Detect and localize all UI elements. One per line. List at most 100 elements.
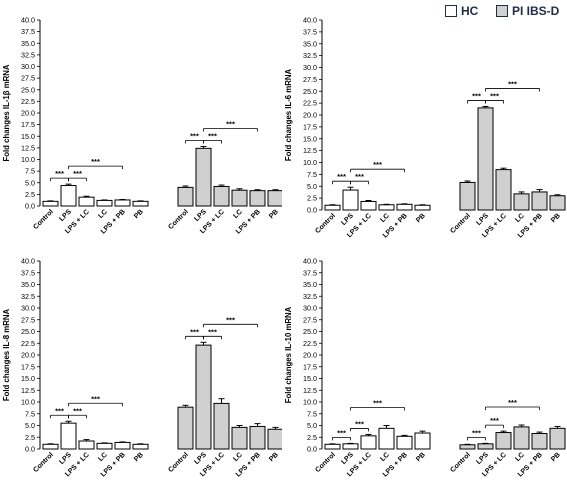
bar-hc-1 xyxy=(42,443,59,450)
y-tick-label: 7.5 xyxy=(25,409,35,418)
legend-label-hc: HC xyxy=(461,4,479,18)
bar-pi-ibs-d-3 xyxy=(495,432,512,450)
x-tick-label: PB xyxy=(415,212,427,224)
y-tick-label: 17.5 xyxy=(303,122,317,131)
y-tick-label: 40.0 xyxy=(21,16,35,25)
bar-hc-4 xyxy=(96,442,113,450)
bar-hc-4 xyxy=(378,204,395,211)
y-tick-label: 32.5 xyxy=(21,292,35,301)
y-tick-label: 20.0 xyxy=(303,351,317,360)
bar-pi-ibs-d-5 xyxy=(249,190,266,207)
y-tick-label: 12.5 xyxy=(303,146,317,155)
y-tick-label: 30.0 xyxy=(303,304,317,313)
significance-label: *** xyxy=(472,428,481,437)
x-tick-label: LC xyxy=(97,208,109,220)
x-tick-label: PB xyxy=(133,208,145,220)
y-tick-label: 2.5 xyxy=(25,190,35,199)
x-tick-label: LC xyxy=(232,451,244,463)
y-axis-label: Fold changes IL-6 mRNA xyxy=(284,68,293,161)
significance-label: *** xyxy=(226,119,235,128)
y-tick-label: 27.5 xyxy=(303,75,317,84)
bar-pi-ibs-d-5 xyxy=(531,191,548,211)
x-tick-label: LPS xyxy=(340,212,355,227)
x-tick-label: LPS xyxy=(340,451,355,466)
legend-label-pi-ibs-d: PI IBS-D xyxy=(512,4,560,18)
bar-hc-2 xyxy=(60,185,77,207)
bar-pi-ibs-d-4 xyxy=(231,189,248,207)
chart-panel-3: 0.0 2.5 5.0 7.5 10.0 12.5 15.0 17.5 20.0 22.5 25.0… xyxy=(2,257,282,479)
bar-hc-6 xyxy=(132,443,149,450)
chart-panel-1: 0.0 2.5 5.0 7.5 10.0 12.5 15.0 17.5 20.0 22.5 25.0… xyxy=(2,16,282,236)
bar-pi-ibs-d-1 xyxy=(459,181,476,211)
bar-hc-3 xyxy=(360,200,377,211)
significance-label: *** xyxy=(73,169,82,178)
y-axis-label: Fold changes IL-8 mRNA xyxy=(2,308,11,401)
x-tick-label: LC xyxy=(379,451,391,463)
y-tick-label: 17.5 xyxy=(303,362,317,371)
bar-hc-5 xyxy=(114,199,131,207)
y-axis-label: Fold changes IL-10 mRNA xyxy=(284,306,293,403)
significance-label: *** xyxy=(208,327,217,336)
significance-label: *** xyxy=(190,327,199,336)
y-tick-label: 22.5 xyxy=(21,97,35,106)
x-tick-label: LC xyxy=(97,451,109,463)
significance-label: *** xyxy=(55,169,64,178)
y-tick-label: 25.0 xyxy=(21,327,35,336)
x-tick-label: PB xyxy=(133,451,145,463)
bar-hc-5 xyxy=(396,435,413,450)
significance-label: *** xyxy=(373,160,382,169)
y-tick-label: 22.5 xyxy=(303,339,317,348)
significance-label: *** xyxy=(373,399,382,408)
y-tick-label: 35.0 xyxy=(21,39,35,48)
bar-hc-6 xyxy=(414,432,431,450)
legend-item-pi-ibs-d: PI IBS-D xyxy=(496,2,559,20)
bar-pi-ibs-d-1 xyxy=(177,186,194,207)
y-tick-label: 10.0 xyxy=(303,398,317,407)
y-tick-label: 17.5 xyxy=(21,120,35,129)
y-tick-label: 30.0 xyxy=(21,62,35,71)
bar-pi-ibs-d-3 xyxy=(495,169,512,211)
bar-pi-ibs-d-1 xyxy=(459,444,476,450)
significance-label: *** xyxy=(73,406,82,415)
y-axis-label: Fold changes IL-1β mRNA xyxy=(2,64,11,161)
y-tick-label: 15.0 xyxy=(21,374,35,383)
y-tick-label: 30.0 xyxy=(303,63,317,72)
y-tick-label: 22.5 xyxy=(21,339,35,348)
bar-hc-3 xyxy=(360,435,377,450)
x-tick-label: PB xyxy=(550,212,562,224)
y-tick-label: 0.0 xyxy=(307,206,317,215)
x-tick-label: LPS xyxy=(475,212,490,227)
y-tick-label: 0.0 xyxy=(307,445,317,454)
y-tick-label: 0.0 xyxy=(25,202,35,211)
bar-pi-ibs-d-5 xyxy=(249,425,266,450)
y-tick-label: 15.0 xyxy=(303,374,317,383)
bar-pi-ibs-d-4 xyxy=(513,426,530,450)
y-tick-label: 32.5 xyxy=(303,292,317,301)
x-tick-label: LPS xyxy=(193,208,208,223)
y-tick-label: 20.0 xyxy=(21,351,35,360)
significance-label: *** xyxy=(355,172,364,181)
bar-hc-3 xyxy=(78,440,95,450)
y-tick-label: 37.5 xyxy=(21,268,35,277)
bar-pi-ibs-d-6 xyxy=(549,195,566,211)
y-tick-label: 37.5 xyxy=(303,268,317,277)
y-tick-label: 40.0 xyxy=(303,257,317,266)
y-tick-label: 2.5 xyxy=(25,433,35,442)
y-tick-label: 20.0 xyxy=(21,109,35,118)
y-tick-label: 7.5 xyxy=(25,167,35,176)
bar-hc-1 xyxy=(324,204,341,211)
significance-label: *** xyxy=(337,172,346,181)
significance-label: *** xyxy=(91,394,100,403)
y-tick-label: 37.5 xyxy=(21,27,35,36)
y-tick-label: 25.0 xyxy=(21,85,35,94)
y-tick-label: 40.0 xyxy=(21,257,35,266)
y-tick-label: 5.0 xyxy=(307,421,317,430)
x-tick-label: Control xyxy=(449,451,472,474)
significance-label: *** xyxy=(91,157,100,166)
significance-label: *** xyxy=(472,91,481,100)
y-tick-label: 15.0 xyxy=(21,132,35,141)
y-tick-label: 17.5 xyxy=(21,362,35,371)
significance-label: *** xyxy=(490,416,499,425)
x-tick-label: PB xyxy=(268,451,280,463)
